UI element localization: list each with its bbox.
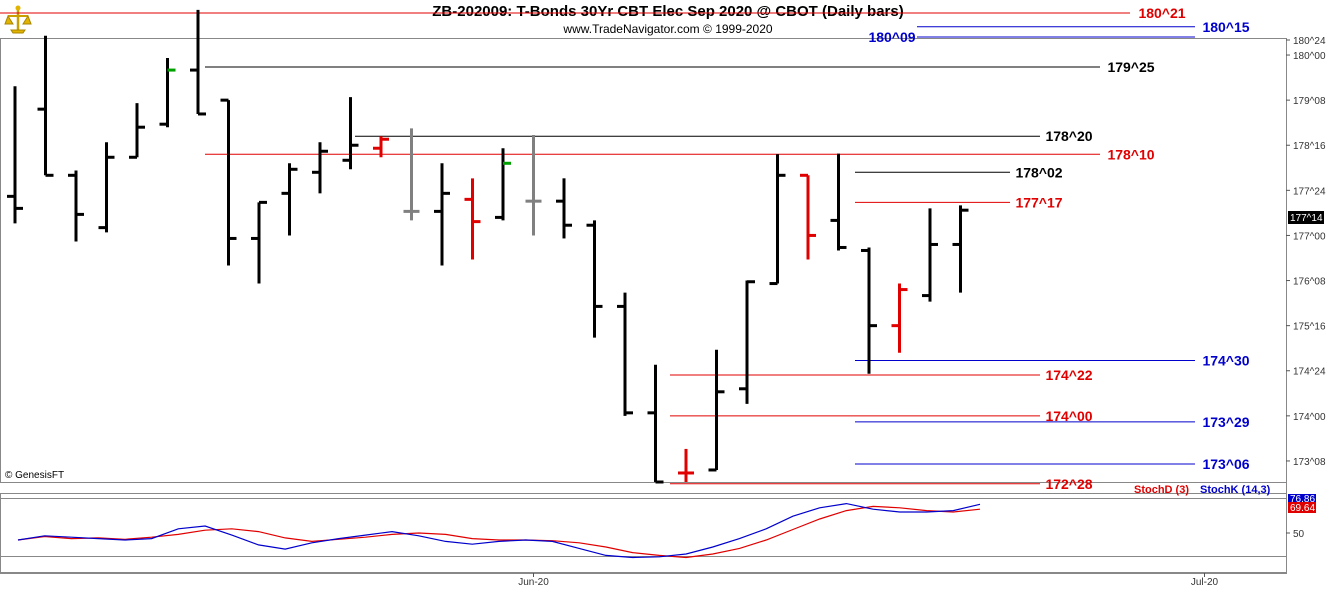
ohlc-bar <box>464 178 481 260</box>
ohlc-bar <box>617 292 633 416</box>
x-tick-label: Jul-20 <box>1191 577 1219 588</box>
y-tick-label: 179^08 <box>1293 96 1326 107</box>
time-axis: Jun-20 Jul-20 <box>518 573 1219 588</box>
y-tick-label: 180^00 <box>1293 51 1326 62</box>
y-tick-label: 174^24 <box>1293 367 1326 378</box>
stochastic-panel: 50 <box>17 502 1305 559</box>
ohlc-bar <box>434 163 450 266</box>
ohlc-bar <box>678 448 694 482</box>
ohlc-bar <box>251 200 267 284</box>
watermark: © GenesisFT <box>5 470 64 481</box>
ohlc-bar <box>98 142 115 233</box>
stoch-tick-label: 50 <box>1293 529 1305 540</box>
ohlc-bar <box>769 154 786 286</box>
ohlc-bar <box>7 86 23 224</box>
stochd-last-tag <box>1288 502 1316 513</box>
ohlc-bar <box>342 97 359 170</box>
ohlc-bar <box>68 170 84 242</box>
level-label: 174^22 <box>1045 367 1092 383</box>
ohlc-bars <box>7 9 969 484</box>
y-tick-label: 173^08 <box>1293 457 1326 468</box>
level-label: 172^28 <box>1045 476 1092 492</box>
ohlc-bar <box>830 153 847 251</box>
y-tick-label: 175^16 <box>1293 322 1326 333</box>
ohlc-bar <box>495 148 511 221</box>
ohlc-bar <box>159 58 176 128</box>
y-tick-label: 174^00 <box>1293 412 1326 423</box>
ohlc-bar <box>861 247 877 374</box>
level-label: 180^21 <box>1138 5 1185 21</box>
y-tick-label: 177^24 <box>1293 186 1326 197</box>
level-label: 179^25 <box>1107 59 1154 75</box>
level-label: 174^30 <box>1202 353 1249 369</box>
stochd-legend: StochD (3) <box>1134 484 1189 496</box>
ohlc-bar <box>129 103 145 159</box>
ohlc-bar <box>647 364 664 484</box>
ohlc-bar <box>37 35 54 177</box>
level-label: 180^15 <box>1202 19 1249 35</box>
ohlc-bar <box>739 280 755 404</box>
y-tick-label: 176^08 <box>1293 277 1326 288</box>
last-price-label: 177^14 <box>1290 213 1323 224</box>
price-axis: 180^24 180^00 179^08 178^16 177^24 177^00 176^… <box>1286 36 1326 468</box>
stochd-line <box>17 505 981 559</box>
last-price-tag <box>1288 211 1324 224</box>
ohlc-bar <box>312 142 328 194</box>
stoch-panel-frame <box>0 493 1287 573</box>
ohlc-bar <box>220 98 237 266</box>
genesis-logo-icon <box>4 4 32 34</box>
stochk-last-tag <box>1288 494 1316 503</box>
level-label: 178^20 <box>1045 128 1092 144</box>
ohlc-bar <box>708 349 725 472</box>
level-label: 178^02 <box>1015 164 1062 180</box>
stochd-last-label: 69.64 <box>1290 503 1315 514</box>
ohlc-bar <box>281 163 298 236</box>
ohlc-bar <box>373 136 389 158</box>
ohlc-bar <box>556 178 572 239</box>
price-levels: 180^21 180^15 180^09 179^25 178^20 178^10 178^… <box>0 5 1250 492</box>
price-panel-frame <box>0 38 1287 483</box>
ohlc-bar <box>586 220 603 338</box>
level-label: 180^09 <box>868 29 915 45</box>
level-label: 178^10 <box>1107 146 1154 162</box>
stochk-last-label: 76.86 <box>1290 494 1315 505</box>
stochk-legend: StochK (14,3) <box>1200 484 1271 496</box>
y-tick-label: 180^24 <box>1293 36 1326 47</box>
chart-title: ZB-202009: T-Bonds 30Yr CBT Elec Sep 202… <box>432 3 904 20</box>
chart-header: ZB-202009: T-Bonds 30Yr CBT Elec Sep 202… <box>0 0 1336 38</box>
ohlc-bar <box>800 173 816 260</box>
ohlc-bar <box>403 128 420 221</box>
y-tick-label: 177^00 <box>1293 231 1326 242</box>
ohlc-bar <box>891 283 908 353</box>
chart-subtitle: www.TradeNavigator.com © 1999-2020 <box>563 22 773 36</box>
level-label: 177^17 <box>1015 194 1062 210</box>
ohlc-bar <box>525 135 542 236</box>
ohlc-bar <box>952 205 969 293</box>
stochk-line <box>17 502 981 559</box>
x-tick-label: Jun-20 <box>518 577 549 588</box>
level-label: 174^00 <box>1045 408 1092 424</box>
y-tick-label: 178^16 <box>1293 141 1326 152</box>
ohlc-bar <box>190 9 206 116</box>
level-label: 173^29 <box>1202 414 1249 430</box>
ohlc-bar <box>922 208 938 302</box>
level-label: 173^06 <box>1202 456 1249 472</box>
